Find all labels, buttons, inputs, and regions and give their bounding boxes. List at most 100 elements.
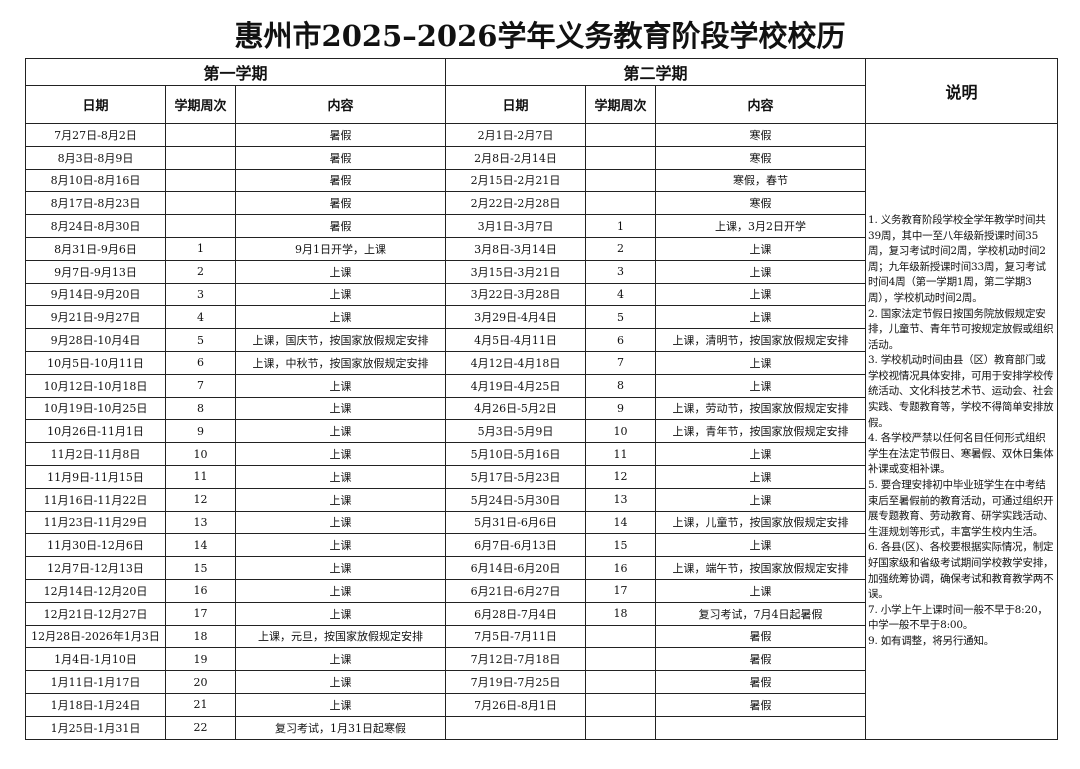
table-cell: 上课 — [235, 510, 446, 535]
table-cell: 上课，中秋节，按国家放假规定安排 — [235, 350, 446, 375]
table-cell: 上课，国庆节，按国家放假规定安排 — [235, 328, 446, 352]
table-cell: 上课 — [235, 419, 446, 444]
table-cell: 2 — [585, 236, 656, 261]
table-cell: 暑假 — [235, 145, 446, 170]
table-cell: 复习考试，7月4日起暑假 — [655, 601, 866, 626]
table-cell: 10月12日-10月18日 — [25, 373, 166, 398]
table-row: 9月28日-10月4日 5 上课，国庆节，按国家放假规定安排 4月5日-4月11日 6 上… — [25, 328, 1058, 352]
table-cell: 上课，3月2日开学 — [655, 214, 866, 238]
table-cell: 9月1日开学，上课 — [235, 236, 446, 261]
table-row: 1月25日-1月31日 22 复习考试，1月31日起寒假 — [25, 715, 1058, 740]
table-cell: 8 — [165, 396, 236, 421]
table-cell: 6月14日-6月20日 — [445, 556, 586, 580]
table-cell: 8月24日-8月30日 — [25, 214, 166, 238]
table-cell: 暑假 — [655, 624, 866, 649]
table-cell — [165, 191, 236, 216]
table-cell: 12 — [585, 464, 656, 489]
note: 3. 学校机动时间由县（区）教育部门或学校视情况具体安排，可用于安排学校传统活动… — [868, 354, 1054, 429]
table-cell: 上课 — [235, 670, 446, 694]
table-cell: 上课 — [655, 305, 866, 330]
table-cell: 3月29日-4月4日 — [445, 305, 586, 330]
notes-header: 说明 — [865, 58, 1058, 124]
column-header: 日期 — [445, 85, 586, 124]
table-cell: 1月11日-1月17日 — [25, 670, 166, 694]
table-cell: 15 — [165, 556, 236, 580]
table-cell: 14 — [585, 510, 656, 535]
table-cell: 12 — [165, 487, 236, 512]
table-cell: 暑假 — [655, 670, 866, 694]
table-cell: 4月26日-5月2日 — [445, 396, 586, 421]
table-row: 11月30日-12月6日 14 上课 6月7日-6月13日 15 上课 — [25, 533, 1058, 558]
table-cell: 10 — [165, 442, 236, 466]
table-cell: 上课 — [655, 487, 866, 512]
table-cell: 上课 — [235, 282, 446, 307]
table-cell: 8月17日-8月23日 — [25, 191, 166, 216]
table-row: 12月28日-2026年1月3日 18 上课，元旦，按国家放假规定安排 7月5日-7月… — [25, 624, 1058, 649]
table-cell: 3月22日-3月28日 — [445, 282, 586, 307]
table-cell: 9 — [165, 419, 236, 444]
table-cell: 19 — [165, 647, 236, 672]
table-cell: 4 — [585, 282, 656, 307]
table-cell: 10月19日-10月25日 — [25, 396, 166, 421]
table-cell — [585, 145, 656, 170]
note: 4. 各学校严禁以任何名目任何形式组织学生在法定节假日、寒暑假、双休日集体补课或… — [868, 432, 1054, 476]
table-cell — [585, 692, 656, 717]
table-cell: 上课 — [655, 259, 866, 284]
table-row: 7月27日-8月2日 暑假 2月1日-2月7日 寒假 1. 义务教育阶段学校全学年教学时… — [25, 123, 1058, 740]
table-cell: 5月10日-5月16日 — [445, 442, 586, 466]
table-row: 1月11日-1月17日 20 上课 7月19日-7月25日 暑假 — [25, 670, 1058, 694]
table-cell — [165, 214, 236, 238]
table-cell: 7 — [585, 350, 656, 375]
table-cell: 18 — [165, 624, 236, 649]
table-cell: 18 — [585, 601, 656, 626]
table-cell: 10 — [585, 419, 656, 444]
table-cell: 11月16日-11月22日 — [25, 487, 166, 512]
table-cell: 11 — [165, 464, 236, 489]
table-cell — [165, 123, 236, 147]
table-cell — [445, 715, 586, 740]
table-cell: 上课 — [235, 647, 446, 672]
table-cell: 1 — [165, 236, 236, 261]
table-cell: 上课 — [235, 373, 446, 398]
table-cell: 3月15日-3月21日 — [445, 259, 586, 284]
note: 2. 国家法定节假日按国务院放假规定安排，儿童节、青年节可按规定放假或组织活动。 — [868, 307, 1054, 351]
table-cell: 16 — [585, 556, 656, 580]
table-cell: 6月28日-7月4日 — [445, 601, 586, 626]
notes-cell: 1. 义务教育阶段学校全学年教学时间共39周，其中一至八年级新授课时间35周，复… — [865, 123, 1058, 740]
table-cell: 20 — [165, 670, 236, 694]
table-cell: 9 — [585, 396, 656, 421]
table-cell: 暑假 — [235, 168, 446, 193]
table-cell: 12月7日-12月13日 — [25, 556, 166, 580]
table-cell: 7月27日-8月2日 — [25, 123, 166, 147]
table-cell: 5月17日-5月23日 — [445, 464, 586, 489]
table-row: 10月19日-10月25日 8 上课 4月26日-5月2日 9 上课，劳动节，按国家放假规… — [25, 396, 1058, 421]
table-cell: 13 — [585, 487, 656, 512]
table-cell: 12月14日-12月20日 — [25, 578, 166, 603]
table-cell: 6月21日-6月27日 — [445, 578, 586, 603]
table-cell — [585, 647, 656, 672]
table-cell: 2月22日-2月28日 — [445, 191, 586, 216]
table-cell: 13 — [165, 510, 236, 535]
table-cell: 暑假 — [235, 191, 446, 216]
table-cell: 上课，劳动节，按国家放假规定安排 — [655, 396, 866, 421]
table-cell: 上课，清明节，按国家放假规定安排 — [655, 328, 866, 352]
table-cell: 5月3日-5月9日 — [445, 419, 586, 444]
table-cell: 1月18日-1月24日 — [25, 692, 166, 717]
table-cell: 17 — [165, 601, 236, 626]
table-cell: 上课 — [655, 373, 866, 398]
table-cell: 2月15日-2月21日 — [445, 168, 586, 193]
table-cell: 上课 — [655, 578, 866, 603]
table-row: 12月21日-12月27日 17 上课 6月28日-7月4日 18 复习考试，7月4日起暑… — [25, 601, 1058, 626]
table-cell: 上课 — [235, 487, 446, 512]
table-cell: 12月21日-12月27日 — [25, 601, 166, 626]
table-cell: 11月9日-11月15日 — [25, 464, 166, 489]
table-cell: 上课 — [235, 556, 446, 580]
table-cell: 15 — [585, 533, 656, 558]
table-cell: 上课 — [235, 601, 446, 626]
table-row: 9月14日-9月20日 3 上课 3月22日-3月28日 4 上课 — [25, 282, 1058, 307]
table-row: 1月18日-1月24日 21 上课 7月26日-8月1日 暑假 — [25, 692, 1058, 717]
table-cell: 2月1日-2月7日 — [445, 123, 586, 147]
table-cell: 上课 — [235, 396, 446, 421]
table-cell — [585, 670, 656, 694]
table-cell: 上课，青年节，按国家放假规定安排 — [655, 419, 866, 444]
